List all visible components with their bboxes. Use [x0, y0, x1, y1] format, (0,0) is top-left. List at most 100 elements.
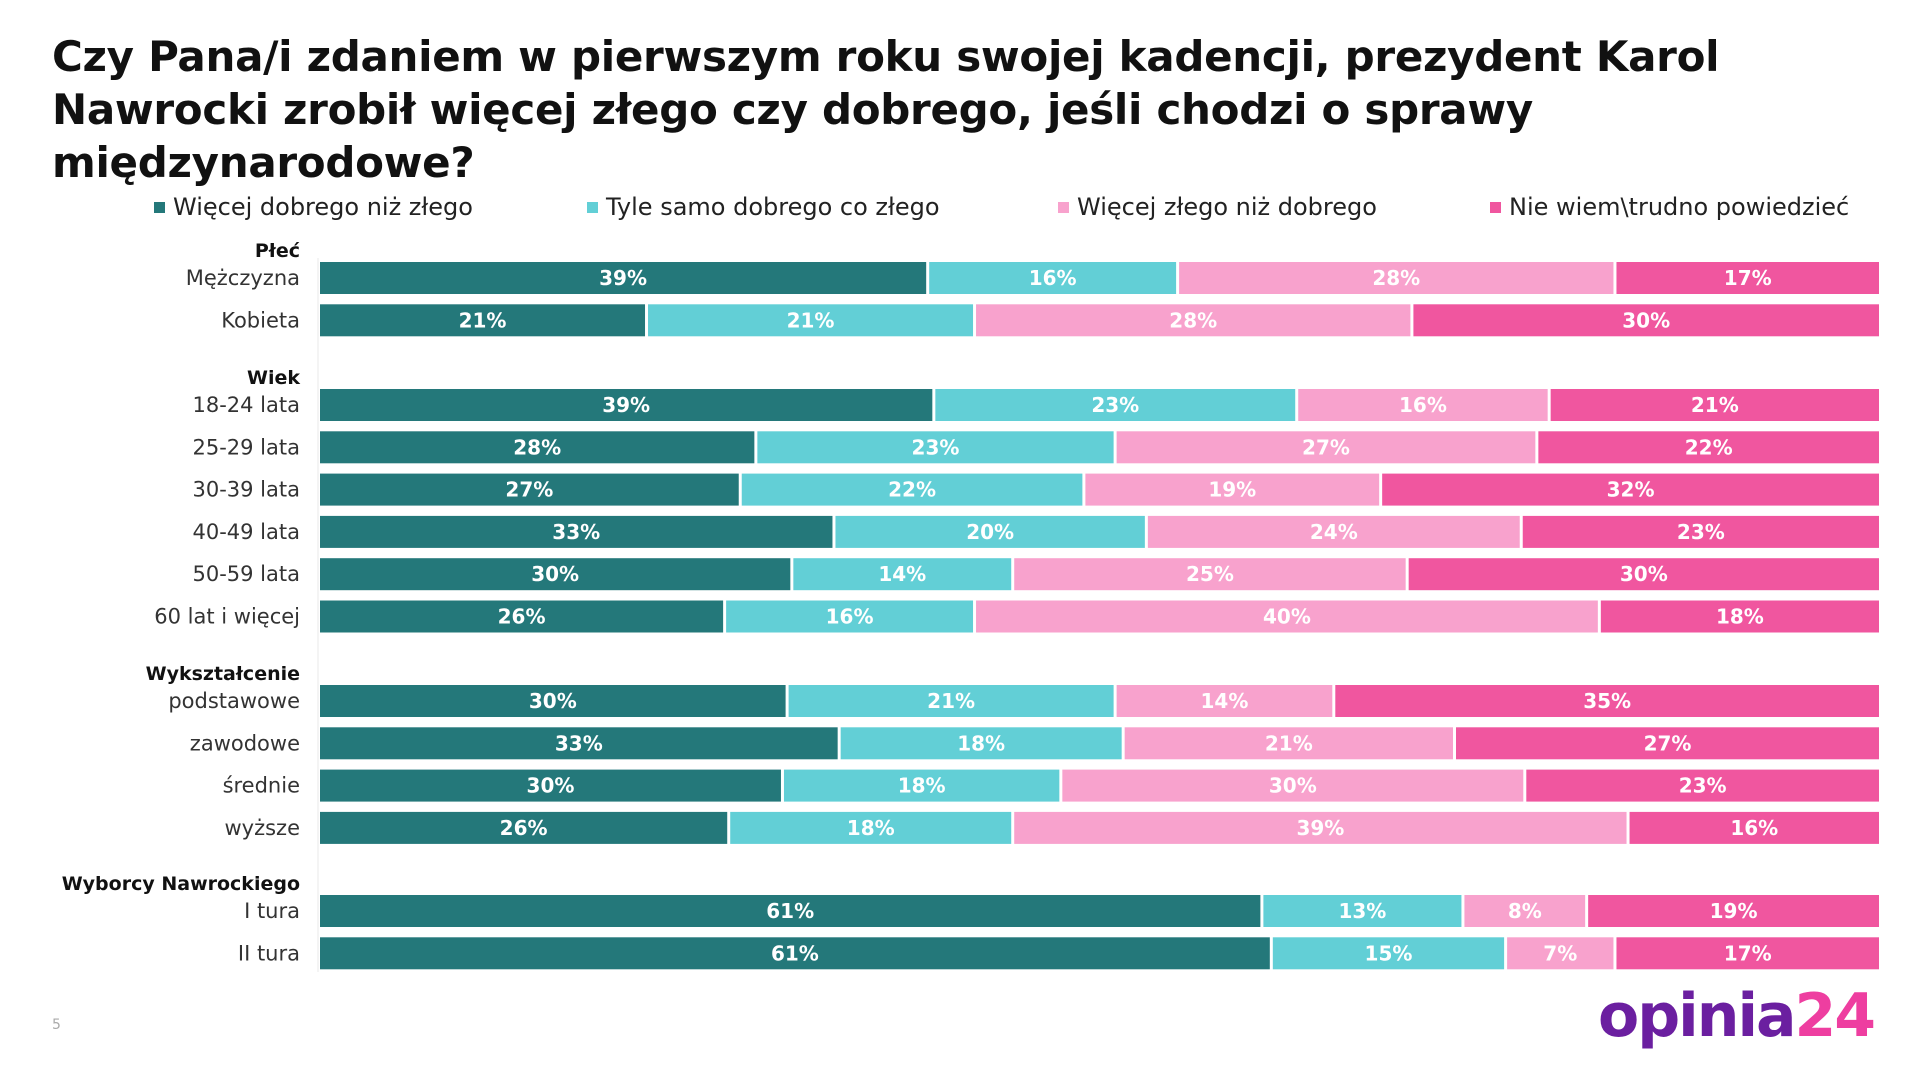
data-label: 35% [1583, 689, 1631, 713]
bar-segment [783, 769, 1060, 802]
row-label: średnie [223, 774, 300, 798]
data-label: 21% [927, 689, 975, 713]
bar-segment [320, 937, 1270, 970]
bar-segment [1116, 431, 1536, 464]
data-label: 16% [1399, 393, 1447, 417]
data-label: 18% [1716, 605, 1764, 629]
logo-text-opinia: opinia [1598, 981, 1795, 1051]
data-label: 14% [878, 562, 926, 586]
row-label: I tura [244, 899, 300, 923]
bar-segment [1085, 473, 1380, 506]
bar-segment [1147, 515, 1520, 548]
data-label: 28% [1169, 308, 1217, 332]
data-label: 27% [1302, 435, 1350, 459]
legend-item-3: Nie wiem\trudno powiedzieć [1490, 193, 1849, 221]
bar-segment [1507, 937, 1614, 970]
bar-segment [1062, 769, 1524, 802]
bar-segment [788, 685, 1114, 717]
bar-segment [320, 685, 786, 717]
data-label: 39% [602, 393, 650, 417]
data-label: 26% [500, 816, 548, 840]
row-label: 25-29 lata [192, 435, 300, 459]
bar-segment [320, 515, 833, 548]
bar-segment [1179, 262, 1614, 294]
legend-item-1: Tyle samo dobrego co złego [587, 193, 940, 221]
bar-segment [320, 600, 724, 633]
bar-segment [320, 431, 755, 464]
data-label: 19% [1710, 899, 1758, 923]
data-label: 16% [1730, 816, 1778, 840]
bar-segment [929, 262, 1177, 294]
data-label: 18% [847, 816, 895, 840]
bar-segment [726, 600, 974, 633]
legend-swatch-3 [1490, 201, 1501, 213]
bar-segment [757, 431, 1114, 464]
data-label: 20% [966, 520, 1014, 544]
data-label: 21% [459, 308, 507, 332]
bar-segment [1124, 727, 1453, 760]
row-label: Mężczyzna [186, 266, 300, 290]
row-label: 30-39 lata [192, 478, 300, 502]
data-label: 14% [1201, 689, 1249, 713]
logo-text-24: 24 [1795, 981, 1875, 1051]
row-label: II tura [238, 941, 300, 965]
bar-segment [935, 389, 1296, 421]
data-label: 25% [1186, 562, 1234, 586]
legend-label-1: Tyle samo dobrego co złego [606, 193, 940, 221]
data-label: 30% [1269, 774, 1317, 798]
data-label: 21% [1691, 393, 1739, 417]
data-label: 23% [1677, 520, 1725, 544]
opinia24-logo: opinia24 [1598, 981, 1876, 1051]
bar-segment [741, 473, 1083, 506]
bar-segment [1600, 600, 1879, 633]
legend-label-2: Więcej złego niż dobrego [1077, 193, 1377, 221]
legend-item-0: Więcej dobrego niż złego [154, 193, 473, 221]
legend-item-2: Więcej złego niż dobrego [1058, 193, 1377, 221]
data-label: 28% [1372, 266, 1420, 290]
data-label: 27% [505, 478, 553, 502]
data-label: 18% [898, 774, 946, 798]
legend-swatch-1 [587, 201, 598, 213]
bar-segment [1550, 389, 1879, 421]
bar-segment [1522, 515, 1879, 548]
data-label: 30% [1620, 562, 1668, 586]
legend-swatch-0 [154, 201, 165, 213]
bar-segment [320, 727, 838, 760]
data-label: 8% [1508, 899, 1542, 923]
bar-segment [320, 389, 933, 421]
group-header: Wyborcy Nawrockiego [62, 873, 300, 895]
group-header: Płeć [255, 240, 300, 262]
data-label: 22% [888, 478, 936, 502]
bar-segment [730, 811, 1012, 844]
bar-segment [793, 558, 1012, 591]
bar-segment [1014, 811, 1627, 844]
legend-label-3: Nie wiem\trudno powiedzieć [1509, 193, 1850, 221]
data-label: 21% [787, 308, 835, 332]
data-label: 61% [766, 899, 814, 923]
data-label: 7% [1543, 941, 1577, 965]
row-label: Kobieta [221, 308, 300, 332]
bar-segment [1526, 769, 1879, 802]
bar-segment [840, 727, 1122, 760]
data-label: 30% [527, 774, 575, 798]
bar-segment [1335, 685, 1879, 717]
data-label: 32% [1607, 478, 1655, 502]
chart-title: Czy Pana/i zdaniem w pierwszym roku swoj… [52, 32, 1720, 187]
legend-label-0: Więcej dobrego niż złego [173, 193, 473, 221]
data-label: 19% [1208, 478, 1256, 502]
data-label: 23% [912, 435, 960, 459]
bar-segment [1298, 389, 1548, 421]
data-label: 27% [1644, 731, 1692, 755]
data-label: 18% [957, 731, 1005, 755]
data-label: 17% [1724, 941, 1772, 965]
bar-segment [320, 558, 791, 591]
bar-segment [1456, 727, 1879, 760]
bar-segment [1629, 811, 1879, 844]
bar-segment [320, 811, 728, 844]
group-header: Wiek [247, 367, 300, 389]
row-label: 50-59 lata [192, 562, 300, 586]
bar-segment [320, 769, 781, 802]
chart-legend: Więcej dobrego niż złego Tyle samo dobre… [0, 193, 1920, 229]
data-label: 21% [1265, 731, 1313, 755]
page-number: 5 [52, 1017, 61, 1033]
